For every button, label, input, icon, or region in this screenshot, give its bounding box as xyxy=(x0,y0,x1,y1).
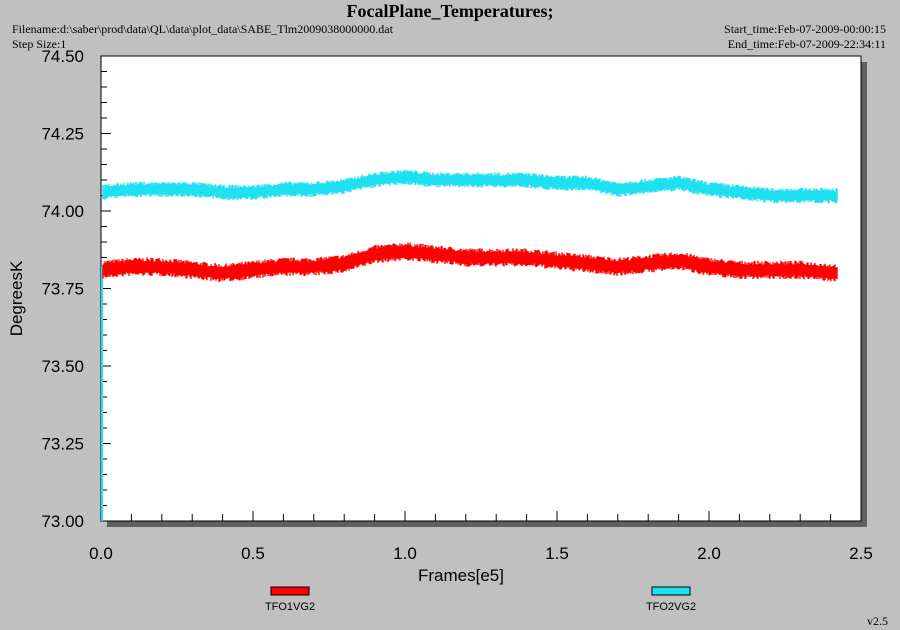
y-tick-label: 74.00 xyxy=(41,202,84,221)
y-tick-label: 74.50 xyxy=(41,47,84,66)
x-tick-label: 2.0 xyxy=(697,544,721,563)
x-tick-label: 2.5 xyxy=(849,544,873,563)
series-TFO2VG2 xyxy=(102,169,838,204)
y-tick-label: 73.75 xyxy=(41,280,84,299)
y-axis-label: DegreesK xyxy=(7,260,26,336)
legend-label: TFO2VG2 xyxy=(646,601,696,613)
start-time-label: Start_time:Feb-07-2009-00:00:15 xyxy=(724,22,886,36)
plot-area xyxy=(100,55,862,522)
version-label: v2.5 xyxy=(867,614,888,628)
y-tick-label: 73.50 xyxy=(41,357,84,376)
y-tick-label: 73.00 xyxy=(41,512,84,531)
x-tick-label: 0.0 xyxy=(89,544,113,563)
x-tick-label: 1.0 xyxy=(393,544,417,563)
y-tick-label: 73.25 xyxy=(41,435,84,454)
y-tick-label: 74.25 xyxy=(41,125,84,144)
x-tick-label: 1.5 xyxy=(545,544,569,563)
legend-swatch xyxy=(270,586,310,596)
legend-label: TFO1VG2 xyxy=(265,601,315,613)
legend-swatch xyxy=(651,586,691,596)
series-TFO1VG2 xyxy=(102,242,838,282)
x-axis-label: Frames[e5] xyxy=(418,566,504,585)
chart-title: FocalPlane_Temperatures; xyxy=(346,1,554,21)
x-tick-label: 0.5 xyxy=(241,544,265,563)
end-time-label: End_time:Feb-07-2009-22:34:11 xyxy=(727,37,886,51)
filename-label: Filename:d:\saber\prod\data\QL\data\plot… xyxy=(12,22,393,36)
step-size-label: Step Size:1 xyxy=(12,37,67,51)
